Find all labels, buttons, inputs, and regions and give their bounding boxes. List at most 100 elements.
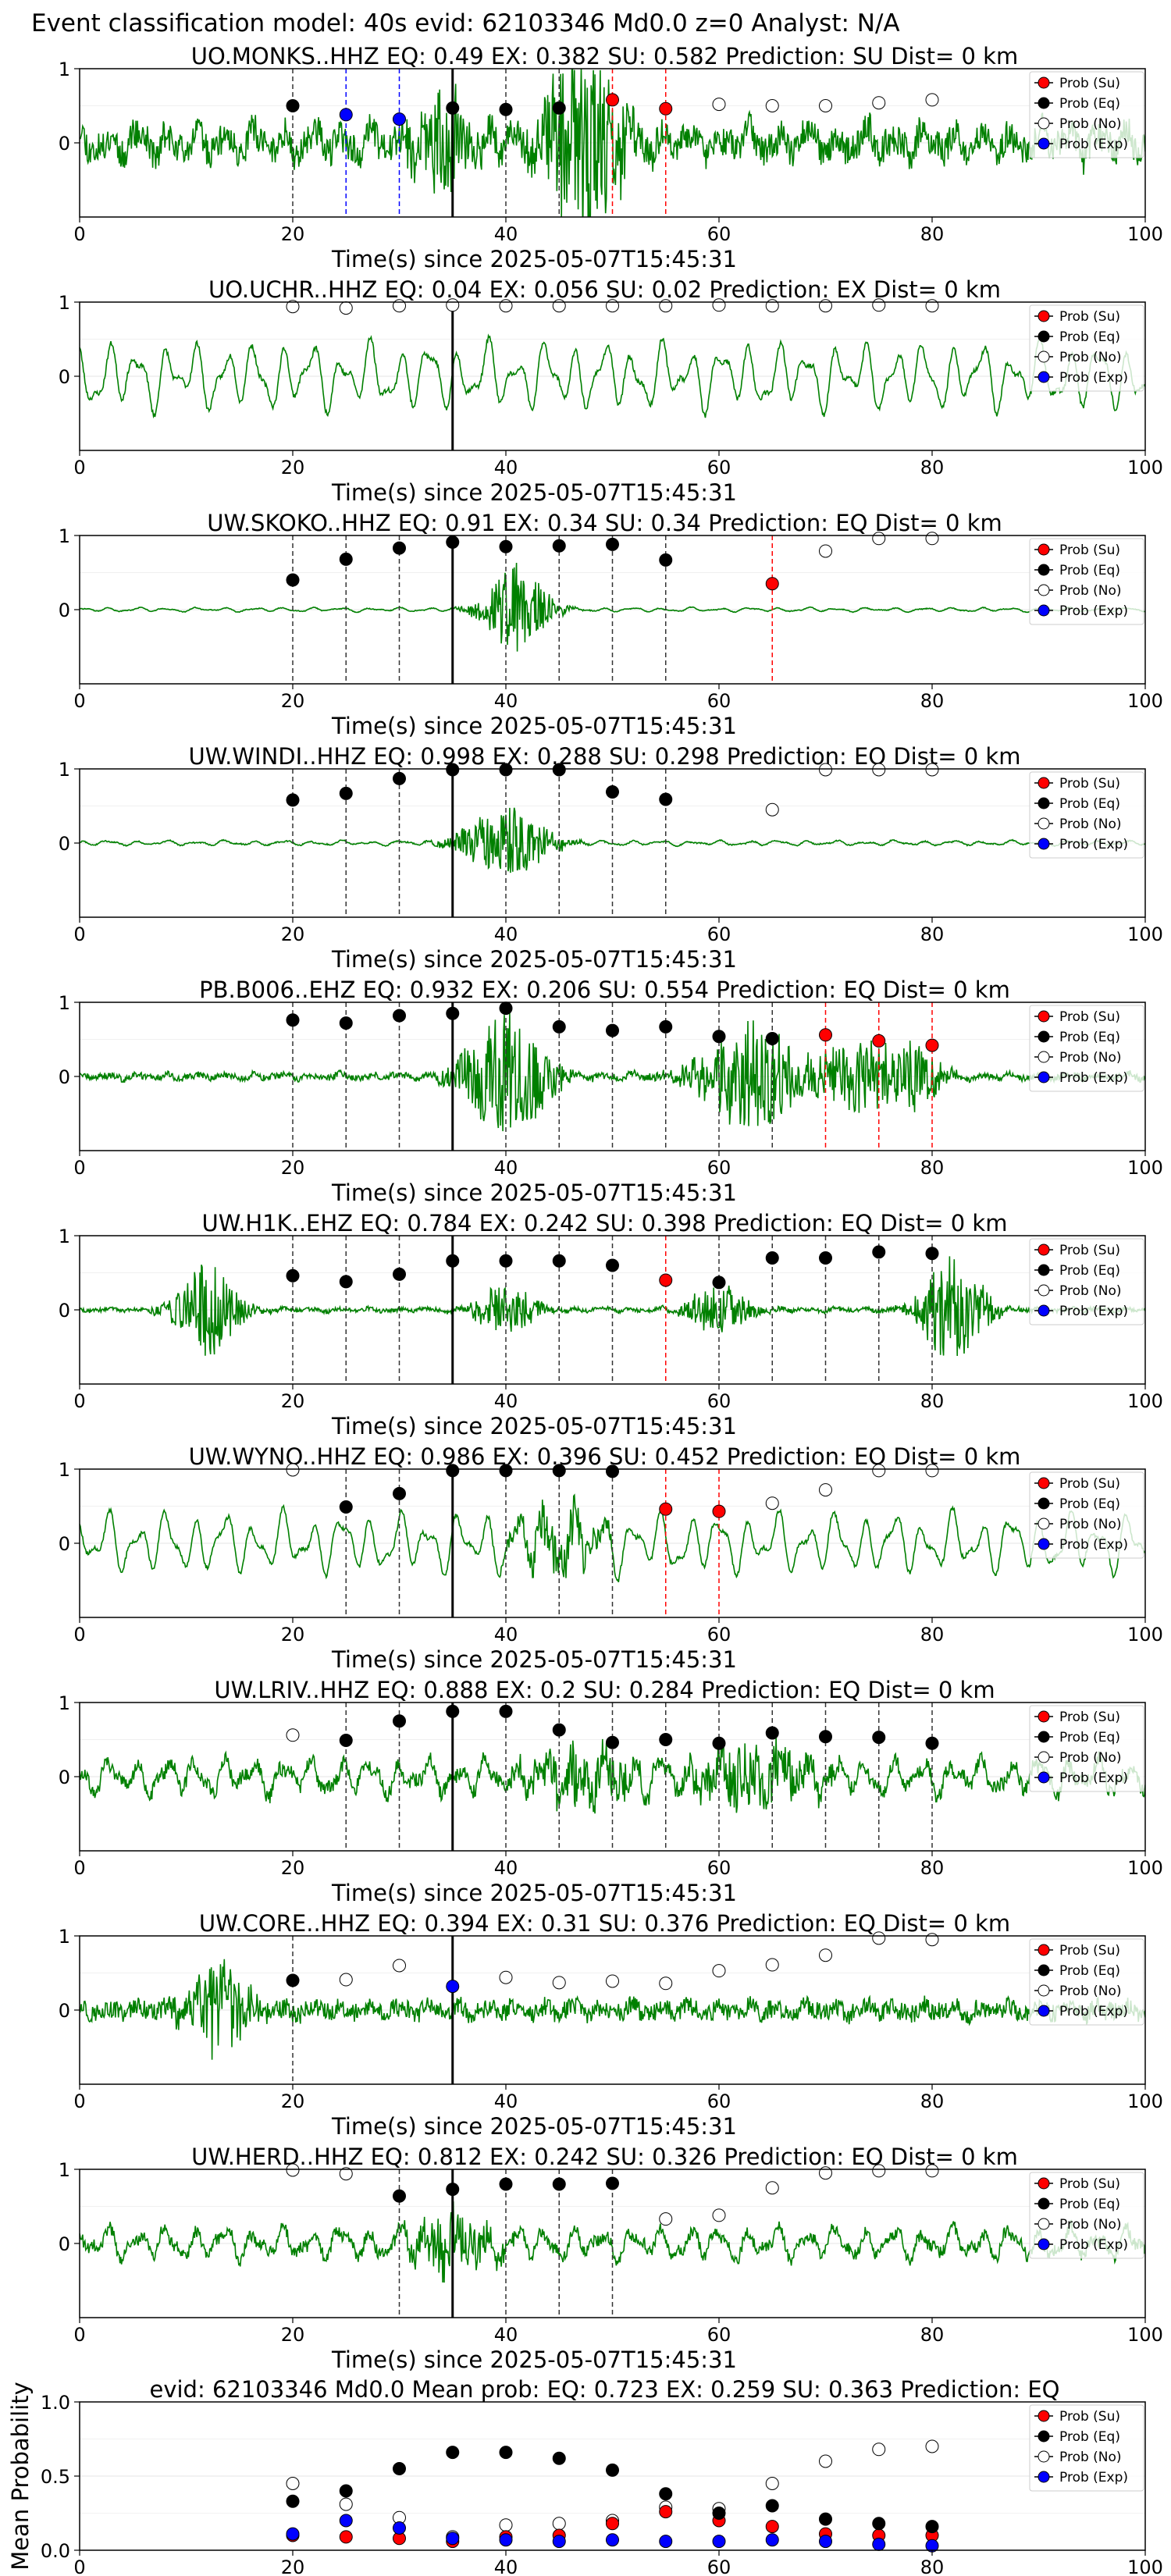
x-axis-label: Time(s) since 2025-05-07T15:45:31 xyxy=(331,946,737,973)
prob-marker-eq xyxy=(393,2189,406,2203)
prob-marker-eq xyxy=(286,1268,300,1283)
prob-marker-eq xyxy=(659,1019,673,1034)
legend-item: Prob (Exp) xyxy=(1034,370,1128,386)
mean-marker-no xyxy=(819,2454,832,2468)
x-axis-label: Time(s) since 2025-05-07T15:45:31 xyxy=(331,1179,737,1206)
legend-marker xyxy=(1038,1010,1050,1023)
panel-title: UW.CORE..HHZ EQ: 0.394 EX: 0.31 SU: 0.37… xyxy=(199,1910,1010,1937)
legend-label: Prob (Su) xyxy=(1059,1476,1120,1492)
prob-marker-no xyxy=(286,300,300,314)
mean-marker-exp xyxy=(446,2532,460,2546)
x-tick-label: 80 xyxy=(920,2324,945,2346)
legend-item: Prob (Eq) xyxy=(1034,329,1120,345)
x-tick-label: 80 xyxy=(920,1157,945,1179)
legend-item: Prob (Exp) xyxy=(1034,603,1128,619)
legend-marker xyxy=(1038,137,1050,150)
x-tick-label: 0 xyxy=(73,2324,85,2346)
legend-marker xyxy=(1038,1030,1050,1043)
prob-marker-eq xyxy=(925,1736,939,1750)
legend-label: Prob (Exp) xyxy=(1059,1770,1128,1786)
x-axis-label: Time(s) since 2025-05-07T15:45:31 xyxy=(331,479,737,506)
mean-marker-no xyxy=(552,2517,566,2531)
legend-item: Prob (Eq) xyxy=(1034,1263,1120,1279)
prob-marker-no xyxy=(872,1464,886,1478)
prob-marker-no xyxy=(552,1976,566,1990)
legend-marker xyxy=(1038,1264,1050,1276)
legend-marker xyxy=(1038,1964,1050,1976)
legend-item: Prob (No) xyxy=(1034,1517,1122,1532)
mean-marker-eq xyxy=(606,2463,619,2477)
legend-label: Prob (Su) xyxy=(1059,1710,1120,1725)
x-tick-label: 80 xyxy=(920,223,945,245)
prob-marker-su xyxy=(606,93,619,107)
prob-marker-eq xyxy=(393,771,406,785)
legend-label: Prob (Eq) xyxy=(1059,1030,1120,1045)
x-tick-label: 60 xyxy=(707,1857,731,1879)
mean-marker-eq xyxy=(446,2446,460,2460)
y-tick-label: 0 xyxy=(59,1767,70,1788)
prob-marker-eq xyxy=(606,1258,619,1272)
x-tick-label: 60 xyxy=(707,457,731,479)
legend-marker xyxy=(1038,2450,1050,2463)
legend-marker xyxy=(1038,117,1050,130)
prob-marker-eq xyxy=(552,101,566,115)
legend-item: Prob (Su) xyxy=(1034,1476,1120,1492)
prob-marker-eq xyxy=(446,763,460,777)
prob-marker-eq xyxy=(499,1464,513,1478)
prob-marker-no xyxy=(925,93,939,107)
mean-marker-su xyxy=(606,2517,619,2531)
legend-item: Prob (Su) xyxy=(1034,1710,1120,1725)
legend-marker xyxy=(1038,604,1050,617)
legend-label: Prob (Su) xyxy=(1059,2176,1120,2192)
mean-marker-su xyxy=(659,2505,673,2519)
prob-marker-no xyxy=(339,301,353,315)
x-tick-label: 60 xyxy=(707,223,731,245)
waveform xyxy=(80,562,1145,652)
legend-label: Prob (Su) xyxy=(1059,1243,1120,1258)
y-tick-label: 0 xyxy=(59,1300,70,1322)
legend-label: Prob (Exp) xyxy=(1059,1537,1128,1553)
x-tick-label: 20 xyxy=(281,1857,305,1879)
waveform xyxy=(80,1959,1145,2060)
x-tick-label: 40 xyxy=(494,2324,518,2346)
legend-item: Prob (Eq) xyxy=(1034,2429,1120,2445)
legend-label: Prob (No) xyxy=(1059,1517,1122,1532)
panel-title: UO.MONKS..HHZ EQ: 0.49 EX: 0.382 SU: 0.5… xyxy=(191,43,1018,69)
legend-label: Prob (Eq) xyxy=(1059,1263,1120,1279)
legend-label: Prob (Exp) xyxy=(1059,1304,1128,1319)
legend-label: Prob (No) xyxy=(1059,1750,1122,1766)
panel-title: UW.WINDI..HHZ EQ: 0.998 EX: 0.288 SU: 0.… xyxy=(189,743,1021,770)
x-tick-label: 100 xyxy=(1127,1157,1163,1179)
legend-item: Prob (No) xyxy=(1034,2450,1122,2465)
prob-marker-eq xyxy=(606,1023,619,1037)
legend-item: Prob (Su) xyxy=(1034,543,1120,558)
y-tick-label: 0 xyxy=(59,600,70,621)
legend-marker xyxy=(1038,2177,1050,2190)
legend-item: Prob (Su) xyxy=(1034,2409,1120,2425)
x-tick-label: 40 xyxy=(494,457,518,479)
legend-box xyxy=(1029,2404,1144,2492)
prob-marker-no xyxy=(339,1973,353,1987)
legend-label: Prob (Exp) xyxy=(1059,603,1128,619)
prob-marker-eq xyxy=(659,553,673,567)
x-tick-label: 0 xyxy=(73,1857,85,1879)
prob-marker-su xyxy=(925,1038,939,1052)
prob-marker-eq xyxy=(712,1736,726,1750)
legend-label: Prob (Eq) xyxy=(1059,1496,1120,1512)
legend-label: Prob (Eq) xyxy=(1059,1963,1120,1979)
prob-marker-eq xyxy=(606,1735,619,1749)
legend-label: Prob (Su) xyxy=(1059,776,1120,792)
prob-marker-eq xyxy=(659,792,673,806)
x-tick-label: 60 xyxy=(707,690,731,712)
mean-marker-exp xyxy=(872,2537,886,2551)
mean-marker-no xyxy=(872,2443,886,2457)
x-axis-label: Time(s) since 2025-05-07T15:45:31 xyxy=(331,1413,737,1439)
prob-marker-no xyxy=(286,2163,300,2177)
prob-marker-no xyxy=(925,1933,939,1947)
legend-item: Prob (Su) xyxy=(1034,76,1120,91)
prob-marker-no xyxy=(872,763,886,777)
x-tick-label: 20 xyxy=(281,2090,305,2112)
x-tick-label: 100 xyxy=(1127,1857,1163,1879)
prob-marker-eq xyxy=(659,1733,673,1746)
panel-title: UW.HERD..HHZ EQ: 0.812 EX: 0.242 SU: 0.3… xyxy=(191,2144,1018,2170)
